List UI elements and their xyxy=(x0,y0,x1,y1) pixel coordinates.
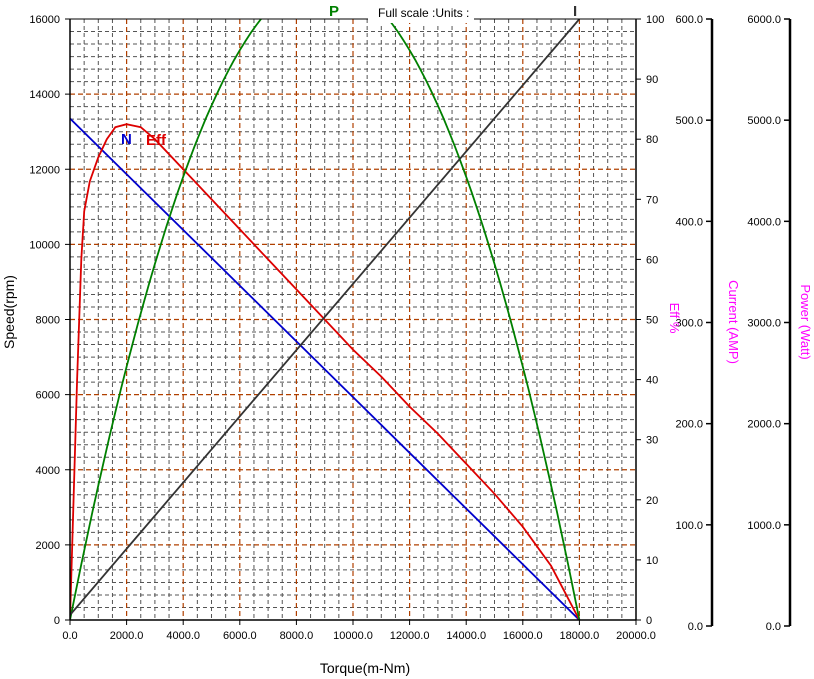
speed-tick-label: 10000 xyxy=(29,239,60,251)
eff-tick-label: 100 xyxy=(646,14,664,26)
power-tick-label: 1000.0 xyxy=(747,520,781,532)
current-tick-label: 0.0 xyxy=(688,621,703,633)
y-axis-title-power: Power (Watt) xyxy=(798,284,813,359)
x-tick-label: 0.0 xyxy=(62,630,77,642)
speed-tick-label: 8000 xyxy=(36,315,60,327)
speed-tick-label: 4000 xyxy=(36,465,60,477)
eff-tick-label: 50 xyxy=(646,315,658,327)
speed-tick-label: 12000 xyxy=(29,164,60,176)
eff-tick-label: 0 xyxy=(646,615,652,627)
x-tick-label: 2000.0 xyxy=(110,630,144,642)
power-tick-label: 2000.0 xyxy=(747,419,781,431)
series-label-eff: Eff xyxy=(146,132,167,149)
series-line-n xyxy=(70,117,581,620)
current-tick-label: 100.0 xyxy=(675,520,703,532)
axes-layer xyxy=(65,18,792,627)
major-gridlines xyxy=(70,19,636,620)
series-line-eff xyxy=(70,123,581,620)
power-tick-label: 6000.0 xyxy=(747,14,781,26)
x-tick-label: 20000.0 xyxy=(616,630,656,642)
header-note-bg xyxy=(368,3,474,23)
power-tick-label: 4000.0 xyxy=(747,216,781,228)
speed-tick-label: 6000 xyxy=(36,390,60,402)
eff-tick-label: 30 xyxy=(646,435,658,447)
header-note: Full scale :Units : xyxy=(378,6,469,20)
eff-tick-label: 60 xyxy=(646,254,658,266)
eff-tick-label: 70 xyxy=(646,194,658,206)
y-axis-title-current: Current (AMP) xyxy=(726,280,741,364)
x-axis-title: Torque(m-Nm) xyxy=(320,660,410,676)
x-tick-label: 18000.0 xyxy=(560,630,600,642)
speed-tick-label: 2000 xyxy=(36,540,60,552)
eff-tick-label: 10 xyxy=(646,555,658,567)
eff-tick-label: 80 xyxy=(646,134,658,146)
x-tick-label: 8000.0 xyxy=(280,630,314,642)
labels-layer: 0.0 2000.0 4000.0 6000.0 8000.0 10000.0 12000.… xyxy=(29,3,781,642)
y-axis-title-speed: Speed(rpm) xyxy=(1,275,17,349)
speed-tick-label: 16000 xyxy=(29,14,60,26)
speed-tick-label: 0 xyxy=(54,615,60,627)
power-tick-label: 3000.0 xyxy=(747,318,781,330)
x-tick-label: 16000.0 xyxy=(503,630,543,642)
series-label-i: I xyxy=(573,3,577,20)
power-tick-label: 0.0 xyxy=(766,621,781,633)
series-label-p: P xyxy=(329,3,339,20)
eff-tick-label: 40 xyxy=(646,375,658,387)
eff-tick-label: 90 xyxy=(646,74,658,86)
current-tick-label: 300.0 xyxy=(675,318,703,330)
current-tick-label: 400.0 xyxy=(675,216,703,228)
current-tick-label: 500.0 xyxy=(675,115,703,127)
series-line-p xyxy=(70,19,581,620)
x-tick-label: 12000.0 xyxy=(390,630,430,642)
series-layer xyxy=(70,19,581,620)
series-label-n: N xyxy=(121,131,132,148)
x-tick-label: 10000.0 xyxy=(333,630,373,642)
minor-gridlines xyxy=(70,19,636,620)
eff-tick-label: 20 xyxy=(646,495,658,507)
series-line-i xyxy=(70,19,581,616)
x-tick-label: 6000.0 xyxy=(223,630,257,642)
x-tick-label: 4000.0 xyxy=(166,630,200,642)
current-tick-label: 600.0 xyxy=(675,14,703,26)
power-tick-label: 5000.0 xyxy=(747,115,781,127)
speed-tick-label: 14000 xyxy=(29,89,60,101)
current-tick-label: 200.0 xyxy=(675,419,703,431)
y-axis-title-eff: Eff % xyxy=(667,303,682,334)
x-tick-label: 14000.0 xyxy=(446,630,486,642)
